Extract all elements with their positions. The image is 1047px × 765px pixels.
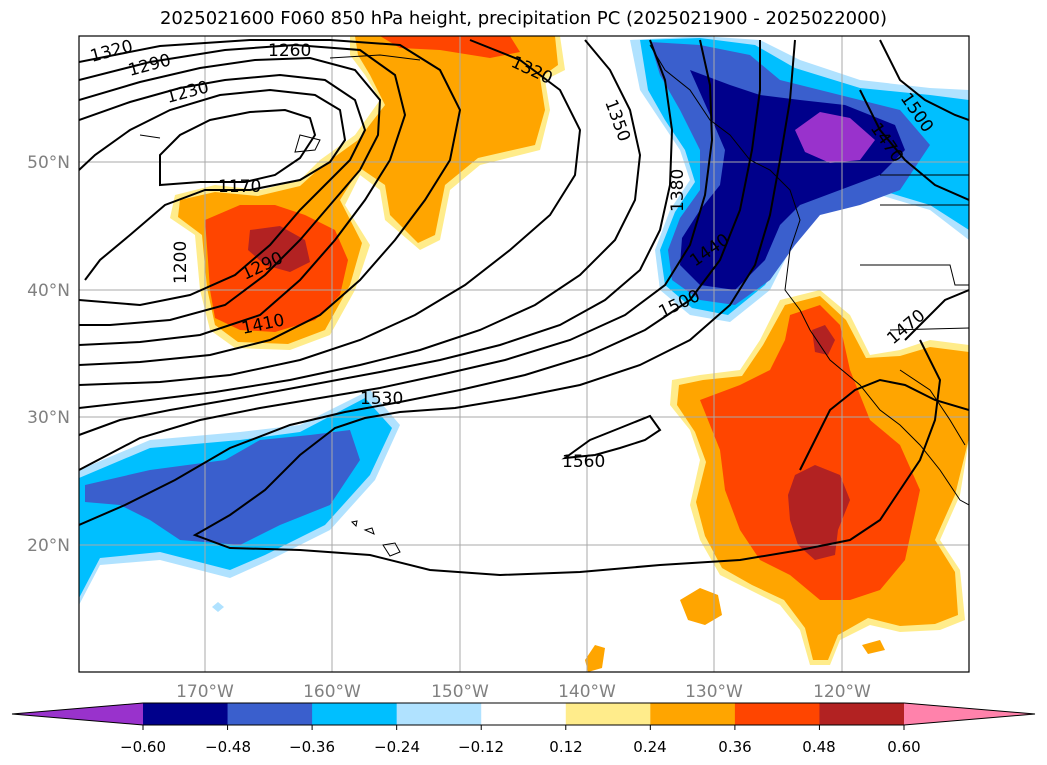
colorbar-tick-label: 0.12 — [549, 738, 582, 756]
contour-1470-ne — [859, 89, 969, 201]
colorbar-tick-label: 0.24 — [633, 738, 666, 756]
contour-label: 1380 — [668, 169, 688, 212]
colorbar-segment — [734, 703, 820, 725]
colorbar-tick-labels: −0.60 −0.48 −0.36 −0.24 −0.12 0.12 0.24 … — [120, 738, 921, 756]
colorbar-tick-label: 0.60 — [887, 738, 920, 756]
lat-label: 40°N — [27, 281, 70, 301]
north-pacific-positive-region-red-top — [380, 36, 520, 58]
colorbar-segment — [565, 703, 651, 725]
small-positive-spot-2 — [585, 645, 605, 672]
colorbar-segment — [227, 703, 313, 725]
contour-1320 — [79, 39, 462, 366]
map-title: 2025021600 F060 850 hPa height, precipit… — [159, 8, 888, 29]
contour-1170 — [159, 108, 317, 187]
northeast-pacific-negative-region-peak — [795, 112, 875, 163]
north-pacific-positive-region-red — [205, 205, 348, 332]
contour-1350 — [79, 39, 582, 386]
north-pacific-positive-region-peak — [248, 226, 310, 272]
lat-label: 50°N — [27, 153, 70, 173]
colorbar-segment — [650, 703, 736, 725]
negative-precip-shading — [79, 36, 969, 612]
contour-label: 1530 — [360, 389, 403, 409]
colorbar-segment — [312, 703, 398, 725]
contour-1200 — [79, 88, 347, 281]
colorbar-tick-label: −0.48 — [205, 738, 251, 756]
colorbar-tick-label: −0.60 — [120, 738, 166, 756]
map-frame — [78, 35, 970, 673]
hawaiian-islands — [350, 520, 401, 557]
contour-1560 — [561, 414, 662, 460]
latitude-labels: 50°N 40°N 30°N 20°N — [27, 153, 70, 556]
contour-1440 — [79, 39, 714, 471]
colorbar-tick-label: 0.48 — [802, 738, 835, 756]
colorbar-extend-high — [904, 703, 1035, 725]
colorbar-segment — [396, 703, 482, 725]
colorbar-segment — [819, 703, 905, 725]
lon-label: 170°W — [176, 682, 234, 702]
contour-label: 1260 — [268, 41, 311, 61]
small-positive-spot-1 — [680, 588, 722, 625]
subtropical-positive-region-peak — [788, 465, 850, 560]
longitude-labels: 170°W 160°W 150°W 140°W 130°W 120°W — [176, 682, 871, 702]
colorbar-segment — [143, 703, 229, 725]
contour-label: 1560 — [562, 452, 605, 472]
colorbar-tick-label: 0.36 — [718, 738, 751, 756]
contour-1230 — [79, 73, 367, 307]
contour-1290 — [79, 43, 407, 346]
contour-1470-west — [79, 40, 761, 526]
colorbar-segment — [481, 703, 567, 725]
west-pacific-negative-region-inner — [85, 430, 360, 545]
lat-label: 30°N — [27, 408, 70, 428]
lon-label: 130°W — [685, 682, 743, 702]
map-panel: 1320 1290 1260 1230 1320 1350 1500 1470 … — [79, 36, 969, 672]
contour-label: 1170 — [218, 177, 261, 197]
contour-1410 — [79, 39, 674, 436]
lon-label: 140°W — [558, 682, 616, 702]
small-negative-spot — [212, 602, 224, 612]
contour-1380 — [79, 39, 642, 409]
contour-1260 — [79, 56, 382, 326]
colorbar — [11, 702, 1036, 730]
colorbar-tick-label: −0.24 — [374, 738, 420, 756]
lon-label: 120°W — [813, 682, 871, 702]
colorbar-tick-label: −0.12 — [458, 738, 504, 756]
colorbar-extend-low — [12, 703, 143, 725]
height-contours — [79, 39, 969, 577]
subtropical-positive-region-peak-north — [812, 325, 835, 355]
contour-1500-east — [879, 39, 969, 121]
contour-label: 1200 — [171, 241, 191, 284]
lon-label: 160°W — [303, 682, 361, 702]
colorbar-tick-label: −0.36 — [289, 738, 335, 756]
lat-label: 20°N — [27, 536, 70, 556]
small-positive-spot-3 — [862, 640, 885, 654]
contour-1500 — [192, 39, 942, 577]
contour-1470-east — [904, 289, 969, 341]
lon-label: 150°W — [431, 682, 489, 702]
contour-east-arc — [799, 378, 969, 471]
subtropical-positive-region-red — [700, 305, 920, 600]
gridlines — [79, 36, 969, 672]
